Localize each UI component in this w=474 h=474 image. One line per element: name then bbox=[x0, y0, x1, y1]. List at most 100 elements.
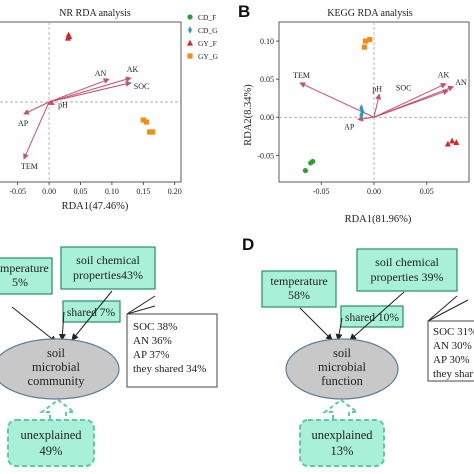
text-line: they shar bbox=[433, 368, 473, 380]
y-tick-label: 0.05 bbox=[260, 75, 274, 84]
arrow-label-tem: TEM bbox=[293, 71, 310, 80]
unexplained-box bbox=[7, 419, 95, 467]
x-tick-label: 0.05 bbox=[420, 187, 434, 196]
point-gy-g bbox=[146, 129, 153, 135]
function-text: soil microbial function bbox=[318, 346, 366, 388]
panel-d-label: D bbox=[242, 235, 254, 254]
legend-marker-gy-g bbox=[187, 53, 193, 59]
arrow-ph bbox=[48, 99, 56, 105]
unexplained-text-d: unexplained 13% bbox=[311, 428, 373, 458]
temperature-box-d bbox=[261, 270, 337, 308]
text-line: 58% bbox=[288, 288, 310, 302]
arrow-temperature-d bbox=[299, 307, 333, 341]
text-line: properties 39% bbox=[371, 270, 444, 284]
legend-label-gy-f: GY_F bbox=[198, 39, 217, 48]
text-line: AN 30% bbox=[433, 340, 472, 352]
note-connector-d-2 bbox=[427, 299, 469, 322]
legend-label-cd-g: CD_G bbox=[198, 26, 218, 35]
arrow-label-ak: AK bbox=[127, 65, 139, 74]
note-connector bbox=[126, 295, 156, 315]
arrow-label-ph: pH bbox=[58, 100, 68, 109]
point-gy-g bbox=[362, 38, 369, 44]
point-gy-f bbox=[65, 31, 72, 38]
x-tick-label: 0.00 bbox=[367, 187, 381, 196]
shared-box-d bbox=[340, 305, 404, 328]
shared-text: shared 7% bbox=[67, 307, 116, 319]
plot-area: AN AK SOC pH AP TEM bbox=[0, 22, 181, 182]
point-gy-g bbox=[140, 117, 146, 123]
y-tick-label: -0.05 bbox=[257, 151, 274, 160]
text-line: community bbox=[28, 374, 86, 388]
chart-a-xlabel: RDA1(47.46%) bbox=[62, 201, 129, 212]
point-gy-g bbox=[150, 129, 156, 135]
point-cd-f bbox=[302, 167, 308, 174]
point-cd-g bbox=[359, 111, 364, 119]
text-line: temperature bbox=[0, 261, 49, 275]
chart-a-plot: AN AK SOC pH AP TEM -0.05 0.00 0.05 0.10 0.15 0.20 bbox=[0, 21, 182, 196]
community-ellipse bbox=[0, 338, 120, 400]
arrow-label-soc: SOC bbox=[396, 84, 412, 93]
text-line: soil bbox=[333, 346, 352, 360]
unexplained-box-d bbox=[299, 419, 385, 467]
x-tick-label: 0.20 bbox=[168, 187, 182, 196]
arrow-soc bbox=[373, 89, 449, 118]
legend-label-gy-g: GY_G bbox=[198, 52, 219, 61]
text-line: AP 30% bbox=[433, 354, 470, 366]
soil-properties-text: soil chemical properties43% bbox=[73, 253, 143, 282]
legend-marker-cd-g bbox=[188, 26, 192, 34]
arrow-label-an: AN bbox=[95, 69, 107, 78]
x-tick-label: 0.15 bbox=[136, 187, 150, 196]
text-line: function bbox=[321, 374, 363, 388]
community-text: soil microbial community bbox=[28, 346, 86, 388]
arrow-ap bbox=[23, 101, 50, 115]
chart-b-ylabel: RDA2(8.34%) bbox=[243, 84, 254, 146]
arrow-temperature bbox=[11, 306, 57, 343]
arrow-label-ap: AP bbox=[344, 123, 355, 132]
unexplained-text: unexplained 49% bbox=[20, 428, 82, 458]
text-line: 5% bbox=[12, 275, 28, 289]
x-tick-label: -0.05 bbox=[9, 187, 26, 196]
panel-b-label: B bbox=[238, 2, 250, 21]
shared-text-d: shared 10% bbox=[345, 312, 399, 324]
text-line: unexplained bbox=[311, 428, 373, 442]
text-line: temperature bbox=[270, 274, 327, 288]
chart-a: NR RDA analysis AN AK SOC pH AP TEM -0.05 0.00 0… bbox=[0, 8, 219, 212]
arrow-label-ap: AP bbox=[18, 119, 29, 128]
point-gy-g bbox=[361, 44, 368, 50]
arrow-soc bbox=[48, 81, 132, 103]
arrow-ap bbox=[357, 115, 375, 122]
note-box bbox=[126, 313, 218, 388]
arrow-soil bbox=[71, 290, 113, 341]
point-cd-f bbox=[310, 158, 316, 165]
point-gy-g bbox=[367, 36, 373, 43]
x-tick-label: -0.05 bbox=[313, 187, 330, 196]
arrow-soil-d bbox=[349, 291, 405, 341]
diagram-d: D temperature 58% soil chemical properties… bbox=[242, 235, 474, 467]
note-box-d bbox=[427, 320, 474, 382]
note-text: SOC 38% AN 36% AP 37% they shared 34% bbox=[133, 321, 206, 375]
arrow-ak bbox=[48, 76, 132, 103]
plot-area: AK AN SOC pH TEM AP bbox=[279, 22, 469, 182]
chart-a-title: NR RDA analysis bbox=[59, 8, 131, 19]
x-tick-label: 0.00 bbox=[42, 187, 56, 196]
text-line: AP 37% bbox=[133, 349, 170, 361]
arrow-shared bbox=[58, 311, 66, 341]
arrow-an bbox=[48, 78, 110, 103]
note-connector-2 bbox=[126, 305, 156, 315]
point-gy-f bbox=[449, 137, 456, 144]
point-gy-f bbox=[453, 139, 460, 145]
text-line: soil chemical bbox=[76, 253, 140, 267]
note-text-d: SOC 31% AN 30% AP 30% they shar bbox=[433, 326, 474, 380]
text-line: unexplained bbox=[20, 428, 82, 442]
arrow-ph bbox=[373, 93, 382, 118]
arrow-ak bbox=[373, 83, 447, 118]
note-connector-d bbox=[427, 295, 458, 322]
text-line: SOC 31% bbox=[433, 326, 474, 338]
arrow-label-ak: AK bbox=[438, 71, 450, 80]
x-tick-label: 0.05 bbox=[74, 187, 88, 196]
text-line: soil bbox=[47, 346, 66, 360]
chart-b: B KEGG RDA analysis AK AN SOC pH TEM AP -0.05 0… bbox=[238, 2, 470, 225]
x-tick-label: 0.10 bbox=[105, 187, 119, 196]
